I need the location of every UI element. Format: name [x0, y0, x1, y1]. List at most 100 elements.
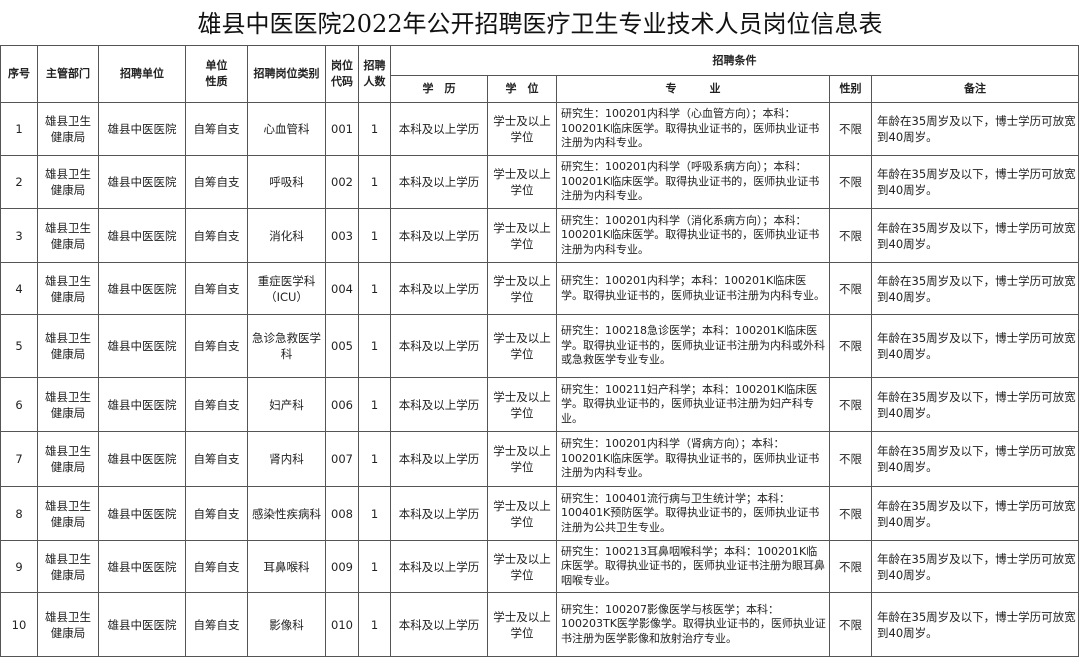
cell-seq: 1 — [0, 102, 38, 156]
cell-dept: 雄县卫生健康局 — [37, 431, 99, 487]
cell-edu: 本科及以上学历 — [390, 155, 488, 209]
table-row: 10 雄县卫生健康局 雄县中医医院 自筹自支 影像科 010 1 本科及以上学历 学士及以上学位… — [0, 592, 1080, 657]
cell-dept: 雄县卫生健康局 — [37, 377, 99, 432]
cell-gender: 不限 — [829, 592, 872, 657]
cell-degree: 学士及以上学位 — [487, 377, 557, 432]
cell-dept: 雄县卫生健康局 — [37, 262, 99, 315]
header-remark: 备注 — [870, 75, 1080, 103]
cell-count: 1 — [358, 262, 391, 315]
cell-dept: 雄县卫生健康局 — [37, 592, 99, 657]
cell-gender: 不限 — [829, 540, 872, 593]
cell-count: 1 — [358, 314, 391, 378]
cell-code: 005 — [325, 314, 359, 378]
table-row: 2 雄县卫生健康局 雄县中医医院 自筹自支 呼吸科 002 1 本科及以上学历 学士及以上学位研… — [0, 155, 1080, 209]
cell-remark: 年龄在35周岁及以下，博士学历可放宽到40周岁。 — [870, 592, 1080, 657]
cell-count: 1 — [358, 208, 391, 263]
cell-unit: 雄县中医医院 — [98, 262, 186, 315]
cell-degree: 学士及以上学位 — [487, 208, 557, 263]
cell-nature: 自筹自支 — [185, 486, 248, 541]
table-row: 5 雄县卫生健康局 雄县中医医院 自筹自支 急诊急救医学科 005 1 本科及以上学历 学士及以… — [0, 314, 1080, 378]
cell-edu: 本科及以上学历 — [390, 208, 488, 263]
cell-category: 心血管科 — [247, 102, 326, 156]
cell-unit: 雄县中医医院 — [98, 102, 186, 156]
cell-seq: 9 — [0, 540, 38, 593]
cell-category: 感染性疾病科 — [247, 486, 326, 541]
cell-unit: 雄县中医医院 — [98, 592, 186, 657]
cell-unit: 雄县中医医院 — [98, 540, 186, 593]
cell-unit: 雄县中医医院 — [98, 377, 186, 432]
cell-seq: 5 — [0, 314, 38, 378]
cell-category: 肾内科 — [247, 431, 326, 487]
cell-code: 004 — [325, 262, 359, 315]
table-row: 3 雄县卫生健康局 雄县中医医院 自筹自支 消化科 003 1 本科及以上学历 学士及以上学位研… — [0, 208, 1080, 263]
cell-category: 耳鼻喉科 — [247, 540, 326, 593]
cell-gender: 不限 — [829, 431, 872, 487]
cell-major: 研究生：100201内科学；本科：100201K临床医学。取得执业证书的，医师执… — [556, 262, 830, 315]
cell-remark: 年龄在35周岁及以下，博士学历可放宽到40周岁。 — [870, 208, 1080, 263]
cell-unit: 雄县中医医院 — [98, 431, 186, 487]
cell-nature: 自筹自支 — [185, 314, 248, 378]
cell-nature: 自筹自支 — [185, 592, 248, 657]
header-unit: 招聘单位 — [98, 45, 186, 103]
cell-count: 1 — [358, 540, 391, 593]
header-gender: 性别 — [829, 75, 872, 103]
header-seq: 序号 — [0, 45, 38, 103]
cell-category: 妇产科 — [247, 377, 326, 432]
cell-count: 1 — [358, 486, 391, 541]
header-conditions: 招聘条件 — [389, 45, 1080, 76]
cell-major: 研究生：100201内科学（消化系病方向）；本科：100201K临床医学。取得执… — [556, 208, 830, 263]
cell-seq: 2 — [0, 155, 38, 209]
header-dept: 主管部门 — [37, 45, 99, 103]
cell-dept: 雄县卫生健康局 — [37, 540, 99, 593]
cell-degree: 学士及以上学位 — [487, 486, 557, 541]
cell-major: 研究生：100218急诊医学；本科：100201K临床医学。取得执业证书的，医师… — [556, 314, 830, 378]
cell-seq: 4 — [0, 262, 38, 315]
cell-count: 1 — [358, 155, 391, 209]
cell-category: 呼吸科 — [247, 155, 326, 209]
cell-degree: 学士及以上学位 — [487, 262, 557, 315]
cell-code: 009 — [325, 540, 359, 593]
cell-major: 研究生：100201内科学（肾病方向）；本科：100201K临床医学。取得执业证… — [556, 431, 830, 487]
cell-edu: 本科及以上学历 — [390, 486, 488, 541]
header-count: 招聘 人数 — [358, 45, 391, 103]
cell-edu: 本科及以上学历 — [390, 540, 488, 593]
cell-dept: 雄县卫生健康局 — [37, 155, 99, 209]
header-code: 岗位 代码 — [325, 45, 359, 103]
table-row: 1 雄县卫生健康局 雄县中医医院 自筹自支 心血管科 001 1 本科及以上学历 学士及以上学位… — [0, 102, 1080, 156]
cell-edu: 本科及以上学历 — [390, 314, 488, 378]
cell-seq: 3 — [0, 208, 38, 263]
cell-major: 研究生：100401流行病与卫生统计学；本科：100401K预防医学。取得执业证… — [556, 486, 830, 541]
cell-remark: 年龄在35周岁及以下，博士学历可放宽到40周岁。 — [870, 431, 1080, 487]
cell-count: 1 — [358, 102, 391, 156]
cell-gender: 不限 — [829, 102, 872, 156]
cell-edu: 本科及以上学历 — [390, 592, 488, 657]
cell-unit: 雄县中医医院 — [98, 486, 186, 541]
table-row: 9 雄县卫生健康局 雄县中医医院 自筹自支 耳鼻喉科 009 1 本科及以上学历 学士及以上学位… — [0, 540, 1080, 593]
table-row: 6 雄县卫生健康局 雄县中医医院 自筹自支 妇产科 006 1 本科及以上学历 学士及以上学位研… — [0, 377, 1080, 432]
cell-nature: 自筹自支 — [185, 208, 248, 263]
cell-remark: 年龄在35周岁及以下，博士学历可放宽到40周岁。 — [870, 102, 1080, 156]
cell-seq: 7 — [0, 431, 38, 487]
cell-code: 007 — [325, 431, 359, 487]
cell-degree: 学士及以上学位 — [487, 155, 557, 209]
table-row: 4 雄县卫生健康局 雄县中医医院 自筹自支 重症医学科（ICU） 004 1 本科及以上学历学… — [0, 262, 1080, 315]
cell-category: 急诊急救医学科 — [247, 314, 326, 378]
cell-edu: 本科及以上学历 — [390, 262, 488, 315]
cell-remark: 年龄在35周岁及以下，博士学历可放宽到40周岁。 — [870, 540, 1080, 593]
cell-count: 1 — [358, 431, 391, 487]
cell-nature: 自筹自支 — [185, 540, 248, 593]
cell-dept: 雄县卫生健康局 — [37, 486, 99, 541]
header-degree: 学 位 — [487, 75, 557, 103]
page-title: 雄县中医医院2022年公开招聘医疗卫生专业技术人员岗位信息表 — [197, 10, 883, 38]
cell-gender: 不限 — [829, 208, 872, 263]
header-category: 招聘岗位类别 — [247, 45, 326, 103]
positions-table: 序号 主管部门 招聘单位 单位 性质 招聘岗位类别 岗位 代码 招聘 人数 招聘… — [0, 45, 1080, 657]
cell-nature: 自筹自支 — [185, 262, 248, 315]
cell-unit: 雄县中医医院 — [98, 155, 186, 209]
header-major: 专 业 — [556, 75, 830, 103]
cell-count: 1 — [358, 377, 391, 432]
cell-remark: 年龄在35周岁及以下，博士学历可放宽到40周岁。 — [870, 377, 1080, 432]
cell-remark: 年龄在35周岁及以下，博士学历可放宽到40周岁。 — [870, 262, 1080, 315]
cell-unit: 雄县中医医院 — [98, 208, 186, 263]
cell-seq: 10 — [0, 592, 38, 657]
